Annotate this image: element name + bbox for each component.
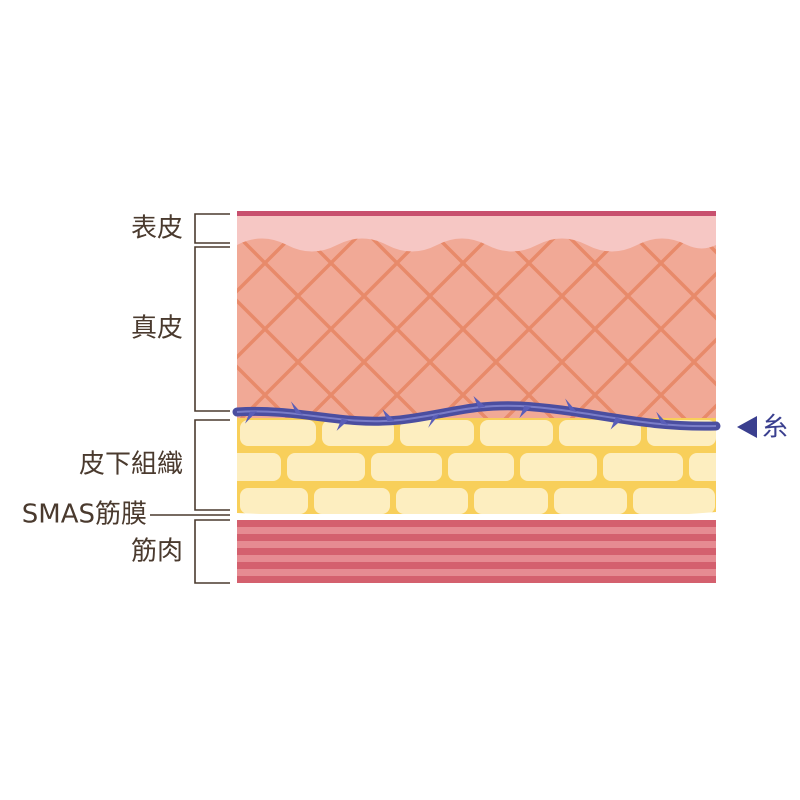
muscle-band xyxy=(237,541,716,548)
fat-cell xyxy=(371,453,442,481)
subcutaneous xyxy=(237,418,716,514)
layer-label: SMAS筋膜 xyxy=(22,500,147,530)
collagen xyxy=(237,238,358,418)
barb xyxy=(290,401,303,415)
layer-label: 真皮 xyxy=(131,314,183,344)
collagen xyxy=(436,238,630,418)
collagen xyxy=(428,238,622,418)
muscle-band xyxy=(237,527,716,534)
muscle-band xyxy=(237,562,716,569)
fat-cell xyxy=(448,453,514,481)
fat-cell xyxy=(237,453,281,481)
thread-label: 糸 xyxy=(762,413,788,443)
collagen xyxy=(237,238,366,418)
collagen xyxy=(237,238,292,418)
dermis xyxy=(0,230,800,420)
collagen xyxy=(304,238,498,418)
barb xyxy=(519,405,532,418)
barb xyxy=(336,418,349,431)
fat-cell xyxy=(314,488,390,514)
fat-cell xyxy=(554,488,627,514)
bracket xyxy=(194,419,230,511)
collagen xyxy=(370,238,564,418)
muscle-band xyxy=(237,520,716,527)
collagen xyxy=(362,238,556,418)
barb xyxy=(244,411,257,424)
fat-cell xyxy=(480,420,553,446)
collagen xyxy=(237,238,300,418)
collagen xyxy=(494,238,688,418)
collagen xyxy=(634,238,716,418)
collagen xyxy=(560,238,716,418)
fat-cell xyxy=(240,420,316,446)
layer-label: 皮下組織 xyxy=(79,450,183,480)
collagen xyxy=(296,238,490,418)
fat-cell xyxy=(287,453,365,481)
collagen xyxy=(237,238,424,418)
barb xyxy=(610,417,623,430)
fat-cell xyxy=(633,488,715,514)
barb xyxy=(382,409,395,422)
bracket xyxy=(194,213,230,244)
fat-cell xyxy=(520,453,597,481)
collagen xyxy=(0,230,100,420)
collagen xyxy=(700,238,716,418)
barb xyxy=(473,395,486,408)
skin-surface xyxy=(237,211,716,216)
muscle-band xyxy=(237,569,716,576)
fat-cell xyxy=(396,488,468,514)
collagen xyxy=(760,230,800,420)
fat-cell xyxy=(240,488,308,514)
collagen xyxy=(238,238,432,418)
muscle-band xyxy=(237,534,716,541)
muscle-band xyxy=(237,548,716,555)
fat-cell xyxy=(400,420,474,446)
barb xyxy=(565,398,577,413)
bracket xyxy=(194,246,230,412)
collagen xyxy=(502,238,696,418)
barb xyxy=(428,413,440,428)
fat-cell xyxy=(559,420,641,446)
collagen xyxy=(568,238,716,418)
thread-arrow xyxy=(737,416,757,438)
barb xyxy=(656,411,669,425)
fat-cell xyxy=(474,488,548,514)
fat-cell xyxy=(603,453,683,481)
collagen xyxy=(626,238,716,418)
layer-label: 筋肉 xyxy=(131,537,183,567)
bracket xyxy=(194,519,230,584)
thread xyxy=(232,395,721,431)
muscle-band xyxy=(237,555,716,562)
layer-label: 表皮 xyxy=(131,214,183,244)
muscle xyxy=(237,520,716,583)
fat-cell xyxy=(689,453,716,481)
muscle-band xyxy=(237,576,716,583)
